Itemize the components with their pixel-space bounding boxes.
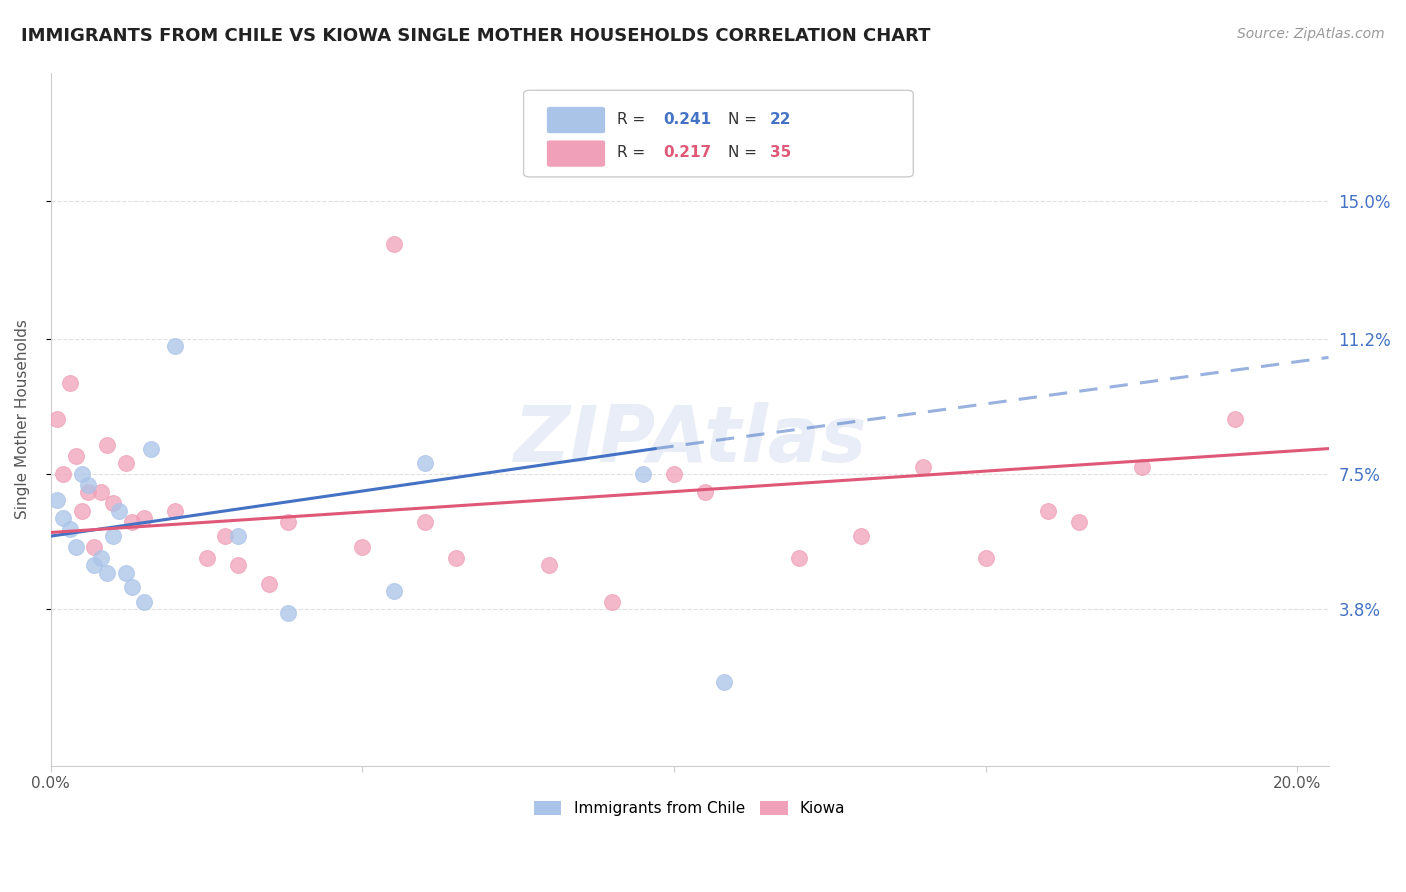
Point — [600, 595, 623, 609]
Text: ZIPAtlas: ZIPAtlas — [513, 402, 866, 478]
Text: Source: ZipAtlas.com: Source: ZipAtlas.com — [1237, 27, 1385, 41]
Point — [1130, 459, 1153, 474]
Point — [114, 456, 136, 470]
Point — [101, 496, 124, 510]
Point — [1036, 503, 1059, 517]
Legend: Immigrants from Chile, Kiowa: Immigrants from Chile, Kiowa — [526, 794, 853, 824]
Point — [83, 558, 105, 573]
Point — [662, 467, 685, 482]
Text: 0.241: 0.241 — [662, 112, 711, 127]
Point — [713, 675, 735, 690]
Point — [226, 558, 249, 573]
Point — [538, 558, 561, 573]
Point — [114, 566, 136, 580]
Point — [96, 438, 118, 452]
Point — [787, 551, 810, 566]
Text: N =: N = — [728, 112, 762, 127]
Point — [77, 478, 100, 492]
Point — [195, 551, 218, 566]
Point — [52, 467, 75, 482]
Text: 0.217: 0.217 — [662, 145, 711, 160]
FancyBboxPatch shape — [547, 106, 606, 134]
Point — [444, 551, 467, 566]
Point — [974, 551, 997, 566]
Point — [257, 576, 280, 591]
Point — [849, 529, 872, 543]
Point — [226, 529, 249, 543]
Point — [912, 459, 935, 474]
Point — [277, 606, 299, 620]
Point — [77, 485, 100, 500]
Point — [58, 376, 80, 390]
Point — [695, 485, 717, 500]
Text: R =: R = — [617, 145, 650, 160]
Point — [121, 515, 143, 529]
Text: N =: N = — [728, 145, 762, 160]
Point — [165, 503, 187, 517]
FancyBboxPatch shape — [523, 90, 914, 177]
Point — [96, 566, 118, 580]
Point — [134, 511, 156, 525]
Point — [58, 522, 80, 536]
Point — [90, 485, 112, 500]
Point — [70, 503, 93, 517]
Point — [90, 551, 112, 566]
Point — [413, 515, 436, 529]
Text: R =: R = — [617, 112, 650, 127]
Point — [70, 467, 93, 482]
FancyBboxPatch shape — [547, 140, 606, 167]
Point — [165, 339, 187, 353]
Point — [46, 412, 69, 426]
Point — [121, 580, 143, 594]
Point — [277, 515, 299, 529]
Point — [83, 540, 105, 554]
Point — [108, 503, 131, 517]
Y-axis label: Single Mother Households: Single Mother Households — [15, 319, 30, 519]
Point — [65, 449, 87, 463]
Text: 35: 35 — [770, 145, 792, 160]
Point — [134, 595, 156, 609]
Point — [101, 529, 124, 543]
Point — [1069, 515, 1091, 529]
Point — [46, 492, 69, 507]
Point — [382, 583, 405, 598]
Text: IMMIGRANTS FROM CHILE VS KIOWA SINGLE MOTHER HOUSEHOLDS CORRELATION CHART: IMMIGRANTS FROM CHILE VS KIOWA SINGLE MO… — [21, 27, 931, 45]
Point — [631, 467, 654, 482]
Point — [413, 456, 436, 470]
Point — [382, 237, 405, 252]
Point — [52, 511, 75, 525]
Text: 22: 22 — [770, 112, 792, 127]
Point — [65, 540, 87, 554]
Point — [352, 540, 374, 554]
Point — [1223, 412, 1246, 426]
Point — [139, 442, 162, 456]
Point — [214, 529, 236, 543]
